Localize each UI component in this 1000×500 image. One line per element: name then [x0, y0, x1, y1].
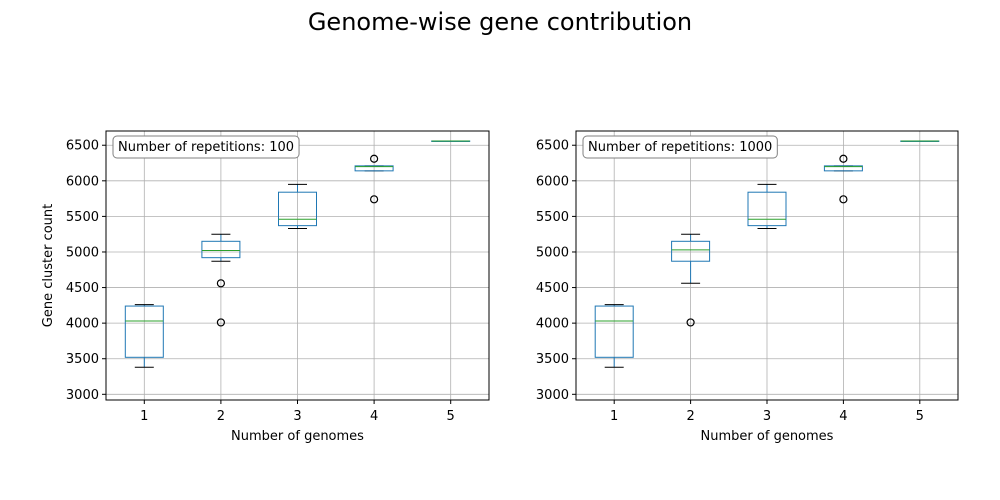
x-tick-label: 1	[610, 409, 618, 424]
x-tick-label: 5	[916, 409, 924, 424]
box-3	[747, 183, 787, 229]
x-tick-label: 1	[140, 409, 148, 424]
box-4	[354, 154, 394, 204]
box-3	[278, 183, 317, 229]
annotation-text: Number of repetitions: 1000	[588, 140, 772, 155]
chart-panel-right: 3000 3500 4000 4500 5000 5500 6000 6500 1 2 3 4 5 Num…	[536, 130, 959, 444]
x-axis-label: Number of genomes	[231, 429, 364, 444]
box-body	[594, 305, 634, 358]
annotation-text: Number of repetitions: 100	[118, 140, 294, 155]
y-tick-label: 6500	[536, 139, 569, 154]
y-tick-label: 4000	[66, 317, 99, 332]
x-tick-label: 5	[447, 409, 455, 424]
outlier-point	[686, 318, 695, 327]
y-tick-label: 3500	[536, 352, 569, 367]
box-body	[671, 240, 711, 262]
y-tick-label: 5500	[536, 210, 569, 225]
repetitions-annotation: Number of repetitions: 100	[112, 135, 300, 159]
x-tick-label: 2	[686, 409, 694, 424]
y-tick-label: 3000	[536, 388, 569, 403]
y-tick-label: 5500	[66, 210, 99, 225]
box-4	[823, 154, 863, 204]
box-body	[278, 191, 317, 227]
x-tick-label: 3	[763, 409, 771, 424]
box-5	[900, 140, 940, 142]
box-5	[431, 140, 471, 142]
outlier-point	[370, 154, 379, 163]
x-tick-label: 3	[293, 409, 301, 424]
box-2	[671, 233, 711, 327]
y-axis-label: Gene cluster count	[41, 204, 56, 327]
outlier-point	[839, 195, 848, 204]
x-tick-label: 4	[839, 409, 847, 424]
y-tick-label: 4500	[536, 281, 569, 296]
chart-panel-left: 3000 3500 4000 4500 5000 5500 6000 6500 1 2 3 4 5 Num…	[41, 130, 490, 444]
box-body	[823, 165, 863, 172]
x-axis-label: Number of genomes	[701, 429, 834, 444]
figure-title: Genome-wise gene contribution	[307, 8, 693, 36]
outlier-point	[216, 318, 225, 327]
y-tick-label: 6000	[66, 174, 99, 189]
y-tick-label: 6500	[66, 139, 99, 154]
box-1	[594, 304, 634, 368]
box-body	[124, 305, 164, 358]
x-tick-label: 4	[370, 409, 378, 424]
y-tick-label: 4500	[66, 281, 99, 296]
y-tick-label: 3500	[66, 352, 99, 367]
y-tick-label: 3000	[66, 388, 99, 403]
outlier-point	[216, 279, 225, 288]
y-tick-label: 4000	[536, 317, 569, 332]
outlier-point	[370, 195, 379, 204]
y-tick-label: 5000	[66, 245, 99, 260]
box-body	[354, 165, 394, 172]
annotation-box	[582, 135, 778, 159]
x-tick-label: 2	[217, 409, 225, 424]
repetitions-annotation: Number of repetitions: 1000	[582, 135, 778, 159]
box-1	[124, 304, 164, 368]
annotation-box	[112, 135, 300, 159]
box-body	[747, 191, 787, 227]
y-tick-label: 5000	[536, 245, 569, 260]
box-2	[201, 233, 241, 327]
outlier-point	[839, 154, 848, 163]
y-tick-label: 6000	[536, 174, 569, 189]
box-body	[201, 240, 241, 259]
